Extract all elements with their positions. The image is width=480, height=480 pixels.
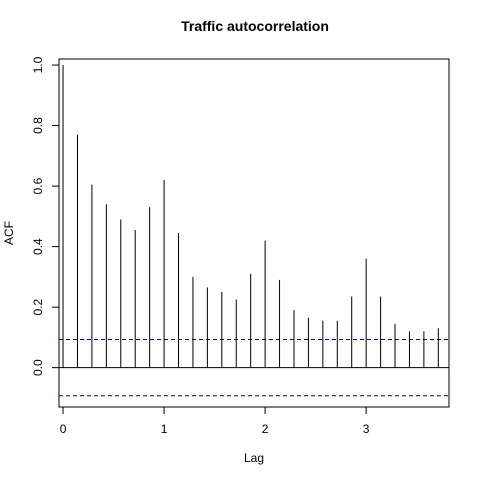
plot-frame [58, 58, 450, 408]
confidence-bands [59, 339, 449, 397]
x-tick-label: 2 [262, 422, 269, 436]
y-axis-label: ACF [2, 221, 16, 245]
acf-bars [62, 65, 439, 368]
y-axis: 0.0 0.2 0.4 0.6 0.8 1.0 [31, 56, 60, 376]
y-tick-label: 0.2 [31, 298, 45, 315]
y-tick-label: 1.0 [31, 56, 45, 73]
x-tick-label: 3 [363, 422, 370, 436]
x-axis: 0 1 2 3 [60, 406, 370, 436]
x-tick-label: 0 [60, 422, 67, 436]
x-axis-label: Lag [244, 451, 264, 465]
y-tick-label: 0.0 [31, 359, 45, 376]
y-tick-label: 0.4 [31, 238, 45, 255]
y-tick-label: 0.6 [31, 177, 45, 194]
chart-title: Traffic autocorrelation [181, 18, 329, 34]
y-tick-label: 0.8 [31, 117, 45, 134]
x-tick-label: 1 [161, 422, 168, 436]
